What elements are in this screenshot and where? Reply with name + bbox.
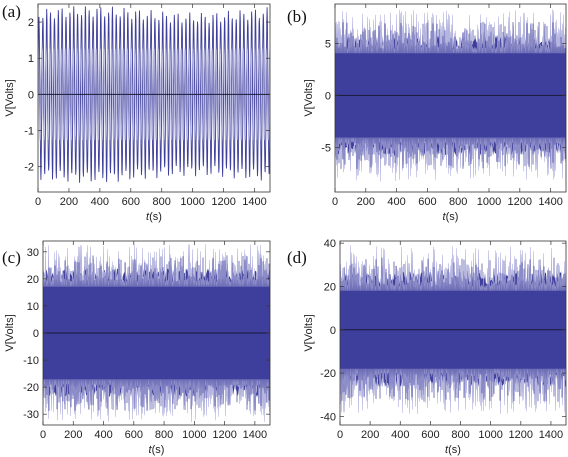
x-tick-label: 800 (155, 429, 173, 441)
x-axis-label: t(s) (149, 444, 165, 456)
y-tick-label: 10 (27, 301, 39, 313)
plot-frame (37, 3, 271, 193)
x-tick-label: 200 (361, 429, 379, 441)
y-tick-label: -20 (23, 382, 39, 394)
x-tick-label: 1000 (182, 429, 206, 441)
panel-label: (a) (2, 2, 21, 21)
chart-panel-2: 0 200 400 600 800 1000 1200 1400 -5 0 5 t(s) V[Volts… (287, 3, 567, 223)
x-axis-label-var: t (445, 444, 449, 456)
x-tick-label: 800 (451, 429, 469, 441)
x-tick-label: 600 (125, 429, 143, 441)
x-tick-label: 400 (94, 429, 112, 441)
x-axis-label-unit: (s) (446, 211, 459, 223)
chart-panel-4: 0 200 400 600 800 1000 1200 1400 -40 -20 0 20 40 t(s)… (287, 238, 567, 456)
y-axis-label: V[Volts] (303, 314, 315, 351)
x-tick-label: 0 (337, 429, 343, 441)
x-tick-label: 200 (357, 196, 375, 208)
y-tick-label: -2 (24, 162, 34, 174)
y-axis-label: V[Volts] (4, 314, 16, 351)
y-tick-label: 30 (27, 247, 39, 259)
x-tick-label: 600 (421, 429, 439, 441)
y-tick-label: -10 (23, 355, 39, 367)
x-axis-label: t(s) (146, 211, 162, 223)
x-tick-label: 1400 (243, 429, 267, 441)
y-tick-label: 20 (324, 281, 336, 293)
x-tick-label: 1200 (508, 196, 532, 208)
x-axis-label-var: t (443, 211, 447, 223)
x-tick-label: 800 (449, 196, 467, 208)
panel-label: (c) (2, 248, 21, 267)
chart-panel-3: 0 200 400 600 800 1000 1200 1400 -30 -20 -10 0 10 20 3… (2, 240, 271, 456)
y-tick-label: -20 (320, 368, 336, 380)
y-tick-label: 5 (325, 38, 331, 50)
x-tick-label: 200 (64, 429, 82, 441)
x-tick-label: 1000 (478, 429, 502, 441)
y-tick-label: 20 (27, 274, 39, 286)
x-tick-label: 400 (391, 429, 409, 441)
x-tick-label: 1400 (538, 196, 562, 208)
x-axis-label-unit: (s) (448, 444, 461, 456)
x-axis-label: t(s) (443, 211, 459, 223)
x-tick-label: 0 (332, 196, 338, 208)
y-axis-label: V[Volts] (4, 79, 16, 116)
x-tick-label: 1200 (211, 196, 235, 208)
signal-dark-spikes (43, 255, 270, 411)
signal-dark-spikes (340, 257, 566, 402)
x-tick-label: 1000 (180, 196, 204, 208)
y-tick-label: 2 (28, 17, 34, 29)
y-tick-label: 0 (28, 89, 34, 101)
y-tick-label: 0 (33, 328, 39, 340)
y-tick-label: -40 (320, 411, 336, 423)
x-tick-label: 1400 (242, 196, 266, 208)
y-tick-label: 1 (28, 53, 34, 65)
x-tick-label: 1000 (477, 196, 501, 208)
x-tick-label: 1200 (509, 429, 533, 441)
plot-frame (334, 3, 567, 193)
y-axis-label: V[Volts] (303, 79, 315, 116)
signal-line-light (38, 48, 270, 141)
x-tick-label: 1200 (212, 429, 236, 441)
y-tick-label: -5 (321, 142, 331, 154)
x-axis-label-var: t (149, 444, 153, 456)
y-tick-label: 40 (324, 238, 336, 250)
signal-lower-spikes (340, 368, 566, 415)
y-tick-label: -1 (24, 126, 34, 138)
x-tick-label: 1400 (539, 429, 563, 441)
signal-dark-spikes (335, 21, 566, 169)
plot-frame (339, 240, 567, 426)
x-tick-label: 400 (91, 196, 109, 208)
x-axis-label-unit: (s) (152, 444, 165, 456)
y-tick-label: 0 (330, 325, 336, 337)
x-axis-label: t(s) (445, 444, 461, 456)
x-tick-label: 0 (35, 196, 41, 208)
panel-label: (b) (287, 7, 307, 26)
chart-panel-1: 0 200 400 600 800 1000 1200 1400 -2 -1 0 1 2 t(s) V[Vo… (2, 2, 271, 223)
x-tick-label: 600 (418, 196, 436, 208)
x-axis-label-var: t (146, 211, 150, 223)
x-tick-label: 800 (153, 196, 171, 208)
panel-label: (d) (287, 248, 307, 267)
x-tick-label: 0 (40, 429, 46, 441)
y-tick-label: 0 (325, 90, 331, 102)
x-tick-label: 400 (387, 196, 405, 208)
x-tick-label: 600 (122, 196, 140, 208)
x-tick-label: 200 (60, 196, 78, 208)
y-tick-label: -30 (23, 409, 39, 421)
x-axis-label-unit: (s) (149, 211, 162, 223)
